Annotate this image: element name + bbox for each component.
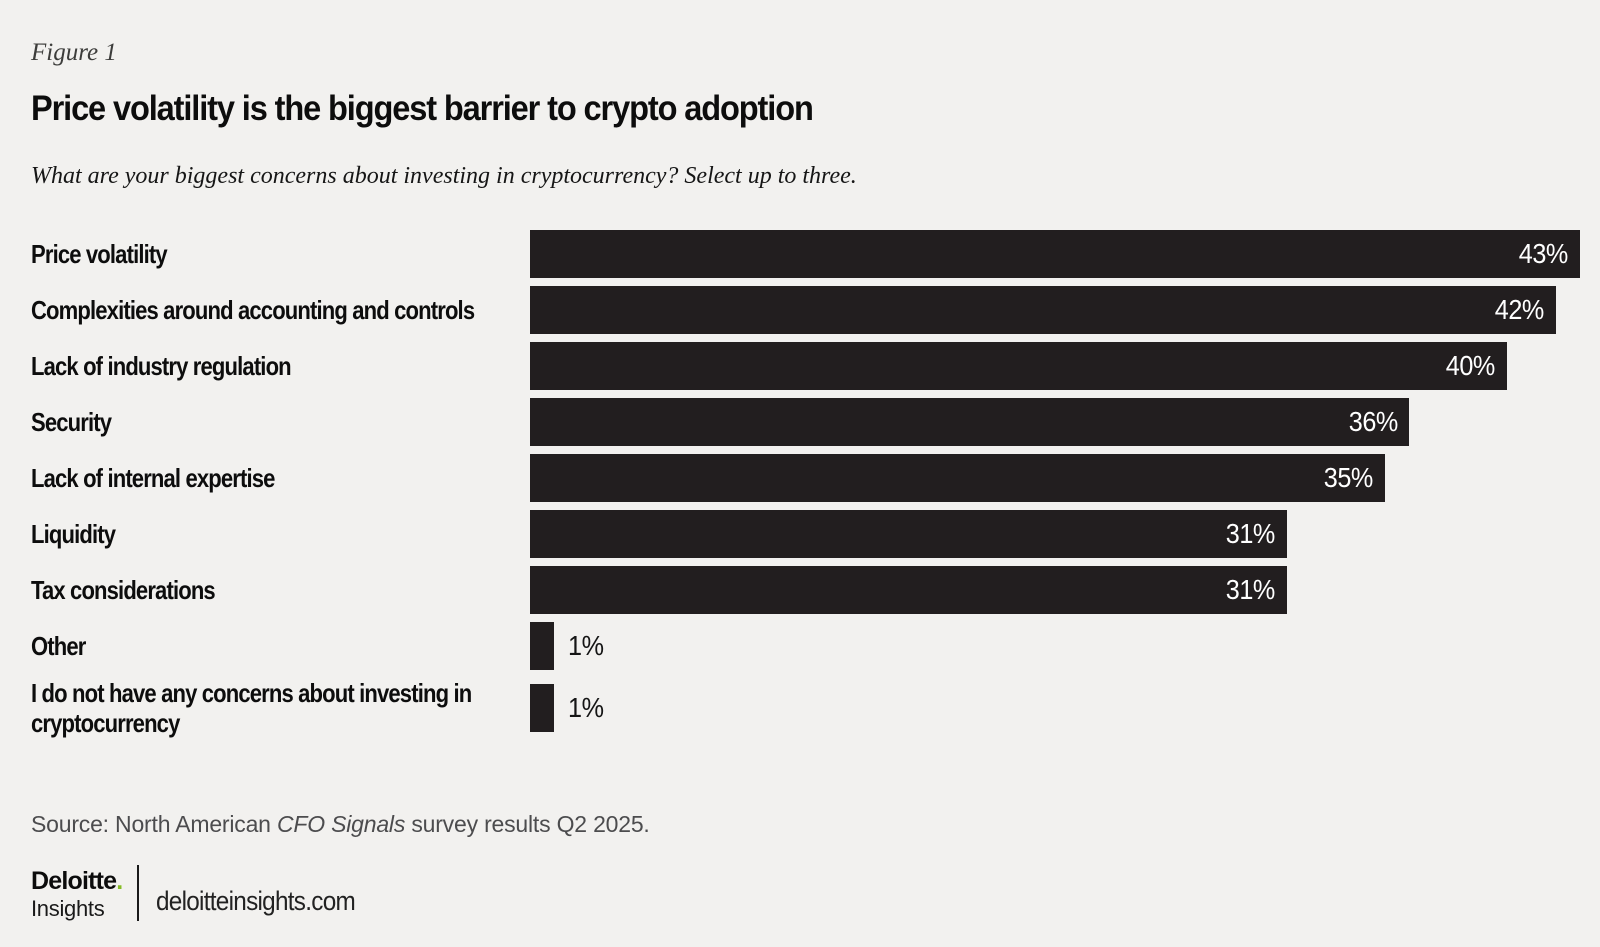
insights-wordmark: Insights [31, 896, 105, 921]
bar: 36% [530, 398, 1410, 446]
brand-divider [137, 865, 140, 921]
bar-value-label: 42% [1494, 294, 1545, 325]
bar-label: Liquidity [31, 519, 116, 549]
deloitte-wordmark-text: Deloitte [31, 867, 117, 895]
bar-value-label: 1% [568, 630, 604, 661]
bar-label: Security [31, 407, 112, 437]
bar-row: Lack of industry regulation 40% [31, 342, 1580, 390]
bar: 31% [530, 510, 1287, 558]
bar-area: 40% [530, 342, 1580, 390]
site-link[interactable]: deloitteinsights.com [156, 886, 356, 916]
figure-container: Figure 1 Price volatility is the biggest… [31, 39, 1580, 921]
bar-area: 35% [530, 454, 1580, 502]
bar-label: I do not have any concerns about investi… [31, 678, 472, 738]
bar-label: Other [31, 631, 86, 661]
chart-subtitle: What are your biggest concerns about inv… [31, 163, 857, 189]
deloitte-insights-logo: Deloitte. Insights [31, 867, 123, 921]
deloitte-green-dot: . [116, 867, 123, 895]
bar-value-label: 43% [1519, 238, 1569, 269]
bar-row: Liquidity 31% [31, 510, 1580, 558]
bar-area: 1% [530, 622, 1580, 670]
bar-area: 31% [530, 510, 1580, 558]
bar-value-label: 40% [1445, 350, 1496, 381]
source-note: Source: North American CFO Signals surve… [31, 810, 1580, 838]
bar-area: 43% [530, 230, 1580, 278]
bar-value-label: 36% [1348, 406, 1398, 437]
bar-label: Lack of internal expertise [31, 463, 275, 493]
bar-row: Tax considerations 31% [31, 566, 1580, 614]
bar-row: Complexities around accounting and contr… [31, 286, 1580, 334]
bar-value-label: 1% [568, 692, 604, 723]
bar-row: Lack of internal expertise 35% [31, 454, 1580, 502]
bar-row: Security 36% [31, 398, 1580, 446]
bar-row: Other 1% [31, 622, 1580, 670]
bar-chart: Price volatility 43% Complexities around a… [31, 230, 1580, 738]
bar-area: 1% [530, 684, 1580, 732]
bar-value-label: 35% [1323, 462, 1374, 493]
bar-label: Complexities around accounting and contr… [31, 295, 475, 325]
source-prefix: Source: North American [31, 811, 277, 837]
bar: 40% [530, 342, 1507, 390]
bar-value-label: 31% [1226, 574, 1276, 605]
bar [530, 684, 555, 732]
bar-area: 36% [530, 398, 1580, 446]
bar-label: Tax considerations [31, 575, 216, 605]
source-suffix: survey results Q2 2025. [405, 811, 650, 837]
bar-label: Price volatility [31, 239, 168, 269]
bar: 43% [530, 230, 1580, 278]
footer: Deloitte. Insights deloitteinsights.com [31, 865, 1580, 921]
figure-label: Figure 1 [31, 39, 117, 66]
deloitte-wordmark: Deloitte. [31, 867, 123, 895]
bar-value-label: 31% [1226, 518, 1276, 549]
source-italic: CFO Signals [276, 811, 406, 837]
bar-row: Price volatility 43% [31, 230, 1580, 278]
bar [530, 622, 555, 670]
chart-title: Price volatility is the biggest barrier … [31, 89, 814, 128]
bar: 31% [530, 566, 1287, 614]
bar-area: 31% [530, 566, 1580, 614]
bar-label: Lack of industry regulation [31, 351, 292, 381]
bar: 35% [530, 454, 1385, 502]
bar-row: I do not have any concerns about investi… [31, 678, 1580, 738]
bar-area: 42% [530, 286, 1580, 334]
bar: 42% [530, 286, 1556, 334]
